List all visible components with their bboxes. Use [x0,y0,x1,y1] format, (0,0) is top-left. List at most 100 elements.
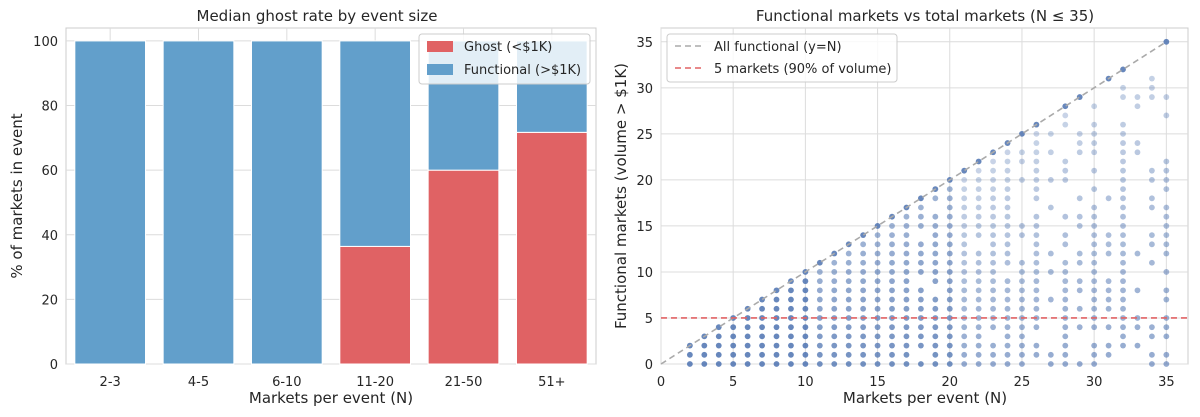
scatter-point [1004,278,1011,285]
scatter-point [975,278,982,285]
scatter-point [975,167,982,174]
scatter-point [932,342,939,349]
scatter-point [1091,167,1098,174]
scatter-point [1033,158,1040,165]
scatter-point [1149,75,1155,82]
scatter-point [975,186,982,192]
scatter-point [1019,149,1025,156]
scatter-point [1163,250,1170,257]
scatter-point [802,342,809,349]
scatter-point [860,342,867,349]
scatter-point [788,333,794,340]
scatter-point [990,305,996,312]
bar-chart-x-ticks: 2-3 4-5 6-10 11-20 21-50 51+ [100,375,566,390]
scatter-point [1004,149,1011,156]
scatter-point [932,361,939,367]
scatter-point [903,241,910,248]
scatter-point [1019,361,1025,367]
scatter-point [1062,167,1069,174]
scatter-point [1120,130,1126,137]
scatter-point [903,324,910,331]
scatter-chart-y-tick-label: 0 [645,358,653,373]
scatter-point [744,324,751,331]
scatter-point [903,342,910,349]
scatter-point [903,213,910,220]
scatter-point [903,361,910,367]
scatter-point [874,241,881,248]
scatter-point [1091,305,1098,312]
scatter-point [975,250,982,257]
scatter-point [874,259,881,266]
scatter-point [975,259,982,266]
scatter-point [961,278,968,285]
scatter-point [1091,140,1098,146]
scatter-point [975,305,982,312]
scatter-point [1091,241,1098,248]
scatter-point [990,213,996,220]
scatter-point [773,333,780,340]
scatter-point [1076,324,1083,331]
scatter-point [961,195,968,202]
bar-chart-x-tick-label: 21-50 [445,375,483,390]
scatter-chart-legend: All functional (y=N) 5 markets (90% of v… [666,33,898,83]
bar-chart-y-label: % of markets in event [8,113,26,278]
scatter-point [1105,250,1112,257]
scatter-point [946,269,953,275]
bar-chart-x-tick-label: 51+ [538,375,565,390]
scatter-point [961,204,968,211]
scatter-point [816,269,823,275]
scatter-chart-x-tick-label: 10 [797,375,814,390]
scatter-point [802,324,809,331]
scatter-point [816,305,823,312]
scatter-point [1149,195,1155,202]
scatter-point [1076,195,1083,202]
scatter-point [1149,324,1155,331]
bar-functional-4-5 [162,40,235,365]
scatter-point [715,361,722,367]
scatter-point [816,342,823,349]
scatter-point [730,324,737,331]
scatter-point [816,361,823,367]
scatter-point [845,269,852,275]
scatter-point [860,241,867,248]
scatter-chart-x-ticks: 0 5 10 15 20 25 30 35 [657,375,1175,390]
scatter-point [1062,305,1069,312]
scatter-point [773,305,780,312]
scatter-point [975,361,982,367]
scatter-point [1091,287,1098,294]
scatter-point [975,195,982,202]
scatter-point [1134,103,1141,110]
scatter-point [975,176,982,183]
scatter-point [946,351,953,358]
bar-functional-2-3 [74,40,146,365]
scatter-point [903,250,910,257]
scatter-point [1062,287,1069,294]
scatter-point [1019,158,1025,165]
scatter-point [975,333,982,340]
scatter-point [917,333,924,340]
scatter-point [788,361,794,367]
scatter-point [1033,250,1040,257]
scatter-point [1062,232,1069,239]
scatter-point [946,315,953,321]
scatter-point [1091,213,1098,220]
scatter-point [1033,130,1040,137]
scatter-point [860,259,867,266]
scatter-point [1076,287,1083,294]
scatter-point [831,324,838,331]
scatter-point [860,361,867,367]
scatter-point [1091,232,1098,239]
scatter-point [889,241,895,248]
scatter-point [1062,241,1069,248]
scatter-point [831,287,838,294]
scatter-point [1062,324,1069,331]
scatter-chart-panel: Functional markets vs total markets (N ≤… [612,7,1189,407]
scatter-point [1004,315,1011,321]
scatter-point [903,269,910,275]
scatter-point [845,296,852,303]
scatter-point [1120,176,1126,183]
scatter-point [917,213,924,220]
bar-chart-x-tick-label: 11-20 [356,375,394,390]
scatter-point [946,241,953,248]
scatter-point [788,351,794,358]
